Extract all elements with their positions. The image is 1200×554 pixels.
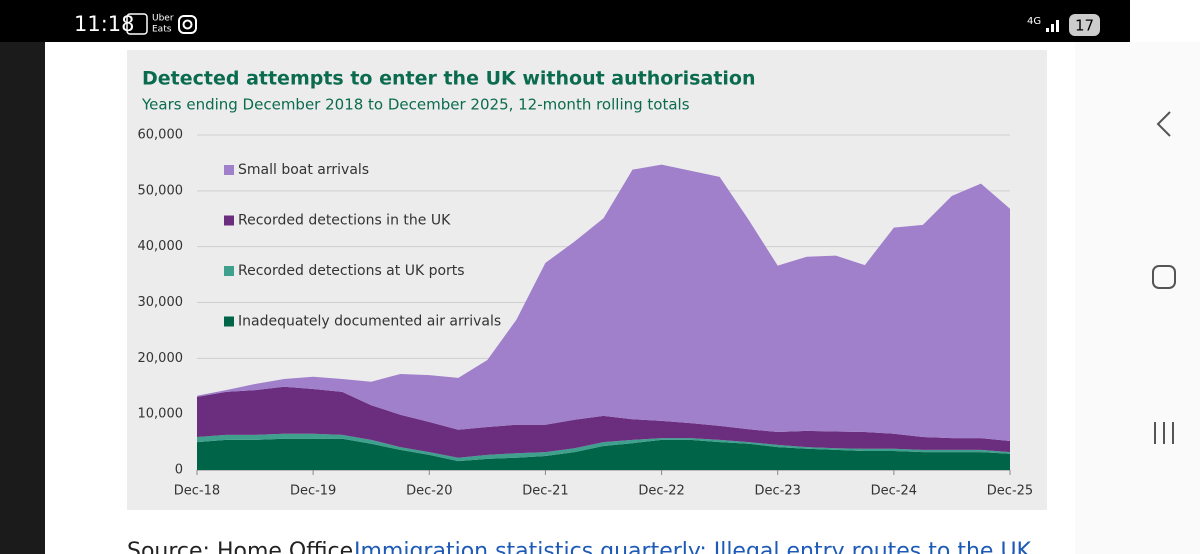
legend-swatch — [224, 165, 234, 175]
recents-button[interactable] — [1154, 422, 1174, 444]
app-name: Eats — [152, 25, 172, 35]
legend-swatch — [224, 316, 234, 327]
app-name: Uber — [152, 14, 174, 24]
home-button[interactable] — [1152, 265, 1176, 289]
clock: 11:18 — [74, 12, 135, 36]
side-bar — [0, 0, 45, 554]
area — [197, 386, 1010, 458]
y-tick-label: 10,000 — [138, 407, 184, 422]
x-tick-label: Dec-24 — [871, 484, 917, 499]
x-tick-label: Dec-20 — [406, 484, 452, 499]
source-text: Source: Home Office, — [127, 539, 360, 554]
chart-title: Detected attempts to enter the UK withou… — [142, 68, 756, 90]
legend-label: Inadequately documented air arrivals — [238, 314, 501, 330]
x-tick-label: Dec-18 — [174, 484, 220, 499]
x-tick-label: Dec-19 — [290, 484, 336, 499]
legend-label: Recorded detections at UK ports — [238, 263, 465, 279]
y-tick-label: 60,000 — [138, 128, 184, 143]
x-tick-label: Dec-25 — [987, 484, 1033, 499]
instagram-icon — [178, 15, 197, 34]
instagram-icon — [182, 19, 193, 30]
legend-label: Recorded detections in the UK — [238, 213, 451, 229]
legend-swatch — [224, 215, 234, 226]
legend-swatch — [224, 266, 234, 276]
area — [197, 438, 1010, 470]
network: 4G — [1027, 16, 1041, 27]
area — [197, 164, 1010, 441]
y-tick-label: 50,000 — [138, 183, 184, 198]
legend-label: Small boat arrivals — [238, 162, 369, 178]
badge — [1069, 14, 1100, 36]
back-button[interactable] — [1156, 111, 1171, 137]
nav-panel — [1075, 42, 1200, 554]
x-tick-label: Dec-21 — [522, 484, 568, 499]
x-tick-label: Dec-23 — [755, 484, 801, 499]
chart-subtitle: Years ending December 2018 to December 2… — [141, 96, 690, 114]
y-tick-label: 30,000 — [138, 295, 184, 310]
area — [197, 433, 1010, 462]
y-tick-label: 40,000 — [138, 239, 184, 254]
signal-icon — [1046, 20, 1059, 32]
source-link[interactable]: Immigration statistics quarterly: Illega… — [354, 539, 1032, 554]
y-tick-label: 20,000 — [138, 351, 184, 366]
app-icon-box — [126, 13, 148, 35]
x-tick-label: Dec-22 — [638, 484, 684, 499]
notification-count: 17 — [1075, 17, 1094, 35]
y-tick-label: 0 — [175, 463, 183, 478]
